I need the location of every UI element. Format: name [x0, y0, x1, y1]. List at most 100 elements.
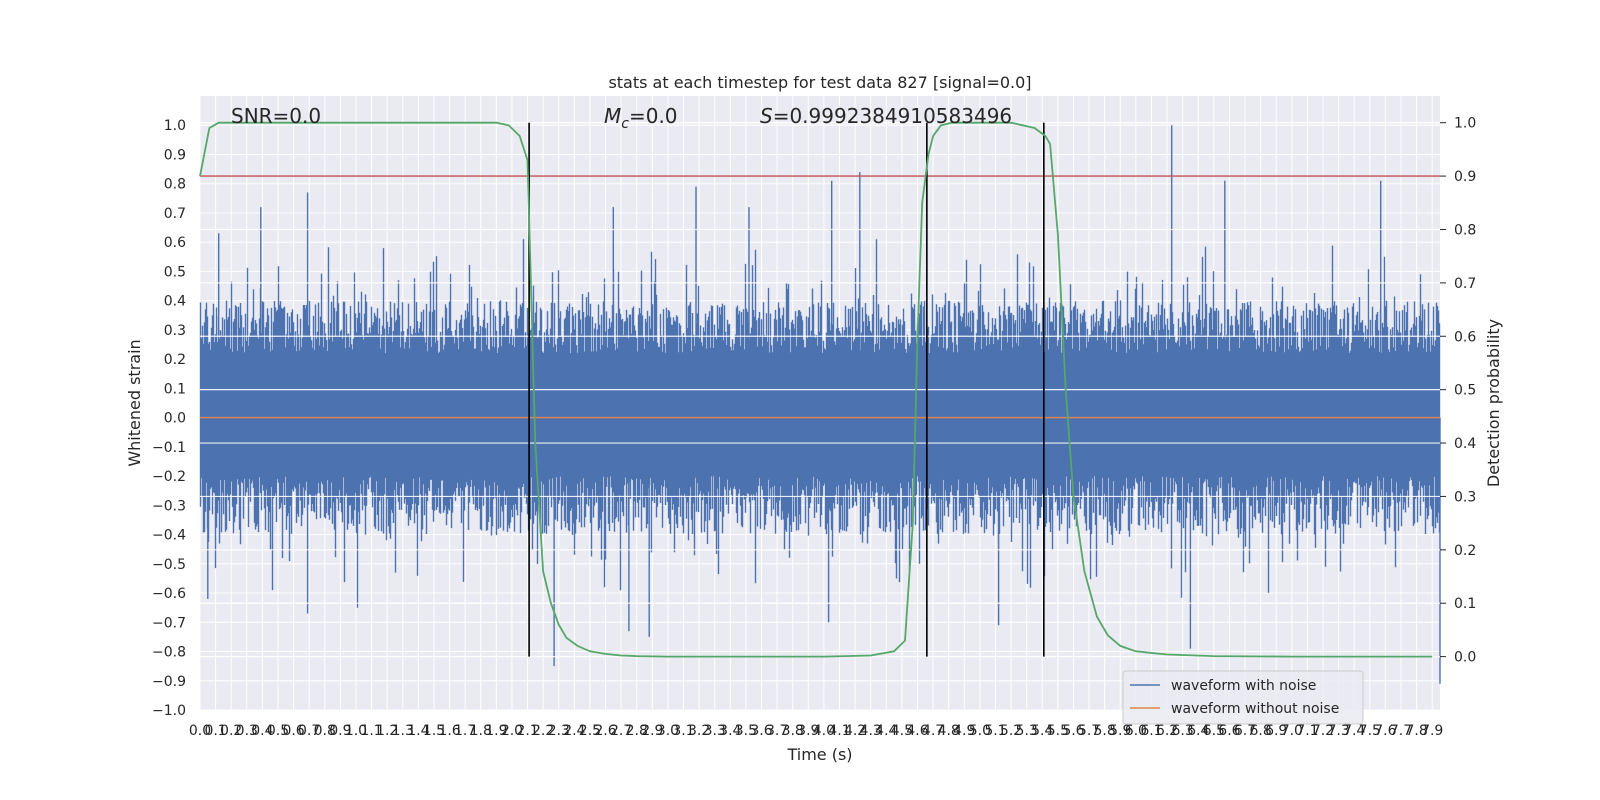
x-tick-label: 3.6 — [750, 723, 772, 739]
y2-tick-label: 0.9 — [1454, 169, 1476, 185]
x-tick-label: 1.7 — [454, 723, 476, 739]
x-tick-label: 6.6 — [1218, 723, 1240, 739]
legend-label-noise: waveform with noise — [1171, 678, 1316, 694]
x-tick-label: 3.2 — [688, 723, 710, 739]
x-tick-label: 0.8 — [314, 723, 336, 739]
x-tick-label: 4.9 — [953, 723, 975, 739]
y2-tick-label: 0.7 — [1454, 276, 1476, 292]
x-tick-label: 6.2 — [1156, 723, 1178, 739]
x-tick-label: 5.7 — [1078, 723, 1100, 739]
x-tick-label: 6.5 — [1203, 723, 1225, 739]
x-tick-label: 0.6 — [282, 723, 304, 739]
x-tick-label: 3.3 — [704, 723, 726, 739]
x-tick-label: 1.6 — [438, 723, 460, 739]
x-tick-label: 3.1 — [672, 723, 694, 739]
x-tick-label: 5.4 — [1031, 723, 1053, 739]
x-tick-label: 4.4 — [875, 723, 897, 739]
x-tick-label: 5.8 — [1094, 723, 1116, 739]
x-tick-label: 4.3 — [860, 723, 882, 739]
legend: waveform with noise waveform without noi… — [1122, 670, 1364, 725]
x-tick-label: 0.0 — [189, 723, 211, 739]
s-annotation: S=0.9992384910583496 — [760, 104, 1012, 128]
waveform-with-noise-series — [199, 122, 1441, 684]
y-tick-label: 0.1 — [164, 381, 186, 397]
y-tick-label: −0.3 — [152, 498, 186, 514]
y2-axis-label: Detection probability — [1484, 319, 1503, 487]
y2-tick-label: 0.8 — [1454, 222, 1476, 238]
mc-value: =0.0 — [629, 104, 678, 128]
x-tick-label: 4.5 — [891, 723, 913, 739]
x-tick-label: 4.1 — [828, 723, 850, 739]
legend-box — [1122, 670, 1364, 725]
y-tick-label: 0.7 — [164, 206, 186, 222]
y-tick-label: −0.1 — [152, 440, 186, 456]
x-tick-label: 5.5 — [1047, 723, 1069, 739]
x-tick-label: 6.4 — [1187, 723, 1209, 739]
x-tick-label: 5.0 — [969, 723, 991, 739]
mc-symbol: M — [604, 104, 621, 128]
x-tick-label: 2.1 — [516, 723, 538, 739]
y-axis-label: Whitened strain — [125, 339, 144, 466]
x-tick-label: 2.2 — [532, 723, 554, 739]
y-tick-label: 0.3 — [164, 323, 186, 339]
x-tick-label: 2.8 — [626, 723, 648, 739]
x-tick-label: 4.8 — [938, 723, 960, 739]
x-tick-label: 6.3 — [1172, 723, 1194, 739]
y-tick-label: −0.8 — [152, 645, 186, 661]
x-tick-label: 3.8 — [782, 723, 804, 739]
x-tick-label: 3.9 — [797, 723, 819, 739]
x-tick-label: 1.8 — [470, 723, 492, 739]
x-tick-label: 1.0 — [345, 723, 367, 739]
mc-subscript: c — [621, 116, 629, 132]
x-tick-label: 5.6 — [1062, 723, 1084, 739]
x-tick-label: 3.7 — [766, 723, 788, 739]
x-tick-label: 2.7 — [610, 723, 632, 739]
x-tick-label: 5.9 — [1109, 723, 1131, 739]
x-tick-label: 1.1 — [360, 723, 382, 739]
y2-tick-label: 1.0 — [1454, 116, 1476, 132]
x-tick-label: 4.2 — [844, 723, 866, 739]
x-tick-label: 0.2 — [220, 723, 242, 739]
x-tick-label: 6.7 — [1234, 723, 1256, 739]
y2-tick-label: 0.4 — [1454, 436, 1476, 452]
x-tick-label: 5.3 — [1016, 723, 1038, 739]
y-tick-label: −0.4 — [152, 528, 186, 544]
y-tick-label: 0.0 — [164, 411, 186, 427]
x-tick-label: 4.0 — [813, 723, 835, 739]
overlays — [199, 121, 1440, 658]
y-tick-label: −0.6 — [152, 586, 186, 602]
y-tick-label: 0.6 — [164, 235, 186, 251]
x-tick-label: 7.7 — [1390, 723, 1412, 739]
chart-title: stats at each timestep for test data 827… — [608, 73, 1031, 92]
x-tick-label: 3.5 — [735, 723, 757, 739]
x-tick-label: 0.3 — [236, 723, 258, 739]
y2-tick-labels: 0.0 0.1 0.2 0.3 0.4 0.5 0.6 0.7 0.8 0.9 1.0 — [1440, 116, 1476, 666]
y-tick-label: −0.2 — [152, 469, 186, 485]
x-tick-label: 3.4 — [719, 723, 741, 739]
x-tick-label: 2.6 — [594, 723, 616, 739]
y-tick-label: 0.5 — [164, 264, 186, 280]
s-symbol: S — [760, 104, 773, 128]
x-tick-label: 7.0 — [1281, 723, 1303, 739]
legend-label-clean: waveform without noise — [1171, 701, 1339, 717]
y-tick-label: −0.7 — [152, 615, 186, 631]
waveform-with-noise-core — [200, 353, 1440, 477]
x-tick-label: 7.5 — [1359, 723, 1381, 739]
x-tick-label: 7.3 — [1327, 723, 1349, 739]
x-tick-label: 7.8 — [1405, 723, 1427, 739]
x-tick-label: 7.4 — [1343, 723, 1365, 739]
y-tick-label: 1.0 — [164, 118, 186, 134]
x-tick-label: 6.8 — [1249, 723, 1271, 739]
x-tick-label: 1.9 — [485, 723, 507, 739]
y-tick-label: −1.0 — [152, 703, 186, 719]
x-tick-label: 2.5 — [579, 723, 601, 739]
x-tick-label: 2.3 — [548, 723, 570, 739]
x-tick-label: 1.5 — [423, 723, 445, 739]
y-tick-label: 0.4 — [164, 294, 186, 310]
x-tick-label: 1.3 — [392, 723, 414, 739]
detection-probability-line — [199, 121, 1433, 658]
y2-tick-label: 0.0 — [1454, 650, 1476, 666]
x-tick-label: 1.2 — [376, 723, 398, 739]
x-tick-label: 2.4 — [563, 723, 585, 739]
